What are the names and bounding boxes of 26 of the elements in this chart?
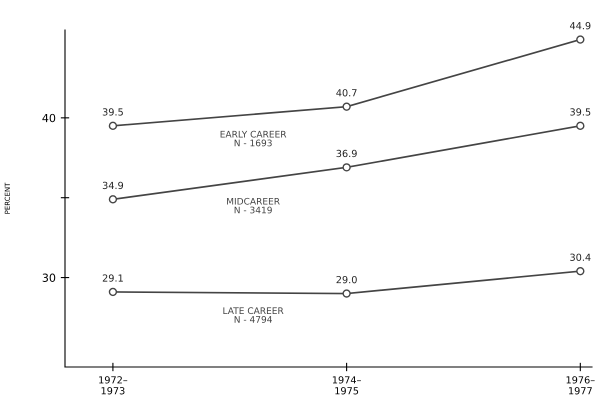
data-label: 29.0	[336, 276, 357, 284]
data-label: 44.9	[570, 22, 590, 30]
point	[342, 163, 351, 172]
series-label: MIDCAREER N - 3419	[227, 198, 280, 214]
data-label: 40.7	[336, 89, 357, 96]
point	[576, 267, 584, 276]
data-label: 36.9	[336, 150, 357, 158]
series-label: LATE CAREER N - 4794	[223, 307, 284, 323]
point	[108, 288, 118, 296]
point	[108, 122, 118, 130]
point	[342, 289, 351, 298]
point	[342, 102, 351, 111]
data-label: 30.4	[570, 254, 591, 261]
x-tick-label: 1976– 1977	[566, 376, 595, 394]
y-tick-label: 40	[42, 114, 56, 122]
y-tick-label: 30	[42, 274, 56, 282]
data-label: 34.9	[102, 182, 124, 190]
x-tick-label: 1972– 1973	[99, 376, 128, 394]
data-label: 39.5	[102, 108, 123, 116]
point	[576, 35, 584, 44]
point	[576, 122, 584, 130]
point	[108, 195, 118, 204]
x-tick-label: 1974– 1975	[332, 376, 361, 394]
data-label: 29.1	[102, 274, 123, 282]
series-label: EARLY CAREER N - 1693	[220, 130, 286, 146]
data-label: 39.5	[570, 108, 590, 116]
